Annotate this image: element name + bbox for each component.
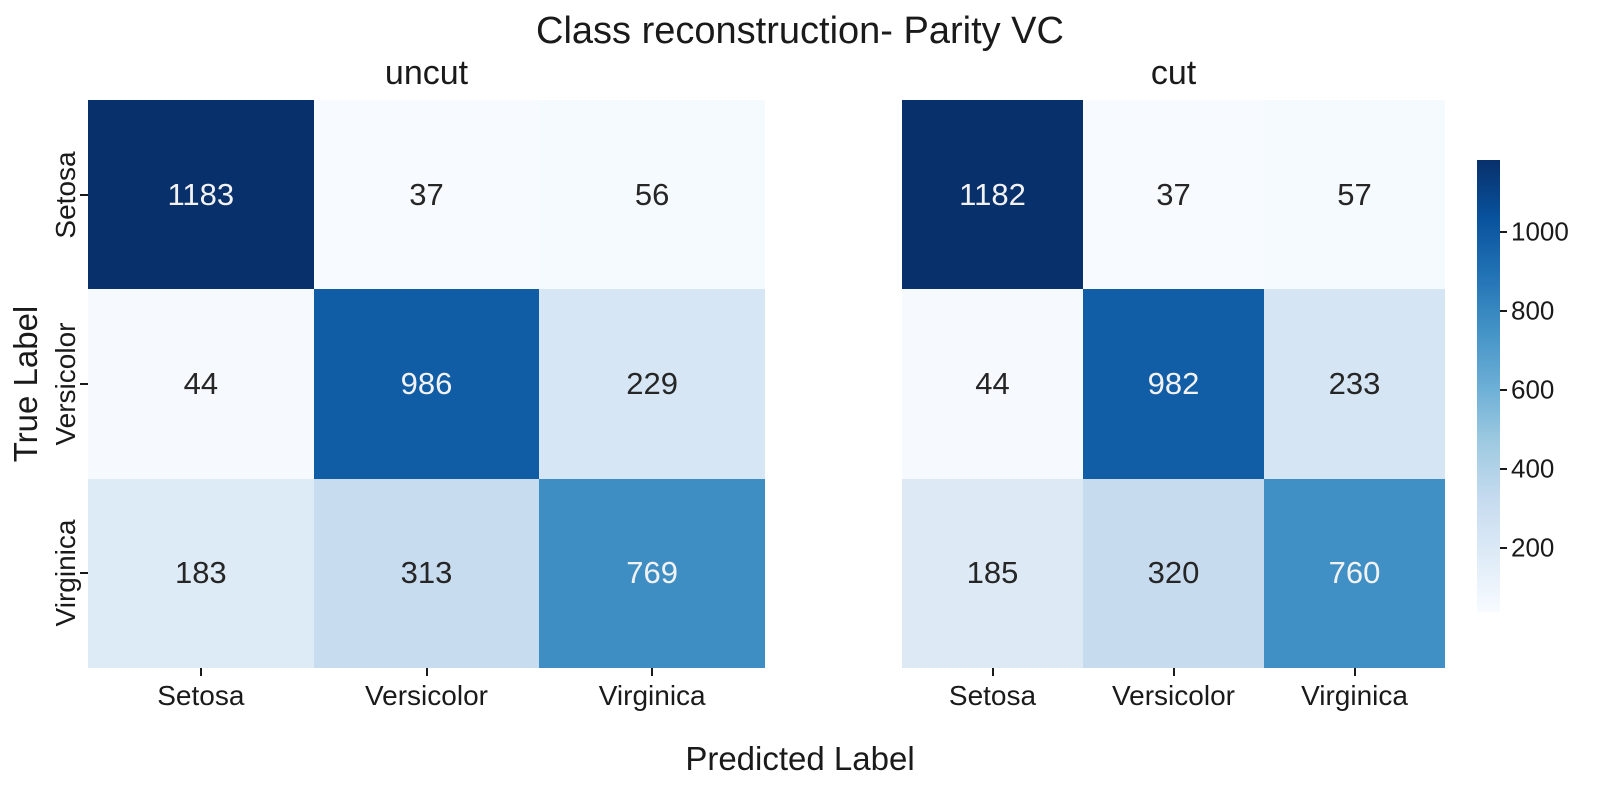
- subplot-title-uncut: uncut: [384, 54, 469, 92]
- subplot-title-cut: cut: [1150, 54, 1197, 92]
- x-tick-label: Versicolor: [1112, 680, 1235, 711]
- tick-mark: [199, 668, 202, 676]
- colorbar-tick-mark: [1500, 310, 1507, 313]
- heatmap-cell-cut-r0c2: 57: [1264, 100, 1445, 290]
- colorbar-tick-label: 400: [1511, 453, 1555, 484]
- heatmap-cut: 1182 37 57 44 982 233 185 320 760: [902, 100, 1445, 668]
- colorbar-tick-mark: [1500, 467, 1507, 470]
- colorbar-tick-mark: [1500, 388, 1507, 391]
- x-tick-label: Virginica: [598, 680, 706, 711]
- colorbar-tick-label: 800: [1511, 295, 1555, 326]
- colorbar-tick-label: 1000: [1511, 216, 1569, 247]
- colorbar: [1477, 160, 1500, 612]
- y-tick-label: Versicolor: [50, 322, 81, 446]
- y-tick-label: Setosa: [50, 151, 81, 239]
- x-tick-label: Virginica: [1301, 680, 1408, 711]
- heatmap-cell-uncut-r1c1: 986: [313, 289, 540, 479]
- heatmap-cell-cut-r2c2: 760: [1264, 478, 1445, 668]
- heatmap-cell-cut-r1c1: 982: [1083, 289, 1264, 479]
- heatmap-cell-uncut-r1c0: 44: [88, 289, 314, 479]
- x-tick-label: Versicolor: [365, 680, 488, 711]
- heatmap-cell-uncut-r0c1: 37: [313, 100, 540, 290]
- heatmap-cell-uncut-r0c2: 56: [539, 100, 765, 290]
- heatmap-cell-uncut-r1c2: 229: [539, 289, 765, 479]
- x-tick-labels-cut: Setosa Versicolor Virginica: [902, 676, 1445, 712]
- heatmap-cell-cut-r2c0: 185: [902, 478, 1083, 668]
- heatmap-cell-uncut-r2c0: 183: [88, 478, 314, 668]
- tick-mark: [80, 193, 88, 196]
- colorbar-tick-mark: [1500, 231, 1507, 234]
- figure-title: Class reconstruction- Parity VC: [536, 10, 1064, 52]
- tick-mark: [1172, 668, 1175, 676]
- tick-mark: [425, 668, 428, 676]
- heatmap-cell-uncut-r2c2: 769: [539, 478, 765, 668]
- y-axis-label: True Label: [7, 305, 44, 463]
- tick-mark: [80, 572, 88, 575]
- colorbar-tick-label: 200: [1511, 532, 1555, 563]
- heatmap-cell-cut-r1c2: 233: [1264, 289, 1445, 479]
- heatmap-cell-uncut-r2c1: 313: [313, 478, 540, 668]
- heatmap-cell-uncut-r0c0: 1183: [88, 100, 314, 290]
- x-tick-labels-uncut: Setosa Versicolor Virginica: [88, 676, 765, 712]
- x-tick-label: Setosa: [157, 680, 245, 711]
- heatmap-cell-cut-r0c0: 1182: [902, 100, 1083, 290]
- tick-mark: [651, 668, 654, 676]
- colorbar-tick-mark: [1500, 546, 1507, 549]
- x-axis-label: Predicted Label: [685, 740, 915, 777]
- tick-mark: [1353, 668, 1356, 676]
- colorbar-tick-label: 600: [1511, 374, 1555, 405]
- heatmap-cell-cut-r2c1: 320: [1083, 478, 1264, 668]
- tick-mark: [991, 668, 994, 676]
- tick-mark: [80, 383, 88, 385]
- heatmap-cell-cut-r0c1: 37: [1083, 100, 1264, 290]
- x-tick-label: Setosa: [948, 680, 1037, 711]
- heatmap-uncut: 1183 37 56 44 986 229 183 313 769: [88, 100, 765, 668]
- heatmap-cell-cut-r1c0: 44: [902, 289, 1083, 479]
- y-tick-label: Virginica: [50, 519, 81, 627]
